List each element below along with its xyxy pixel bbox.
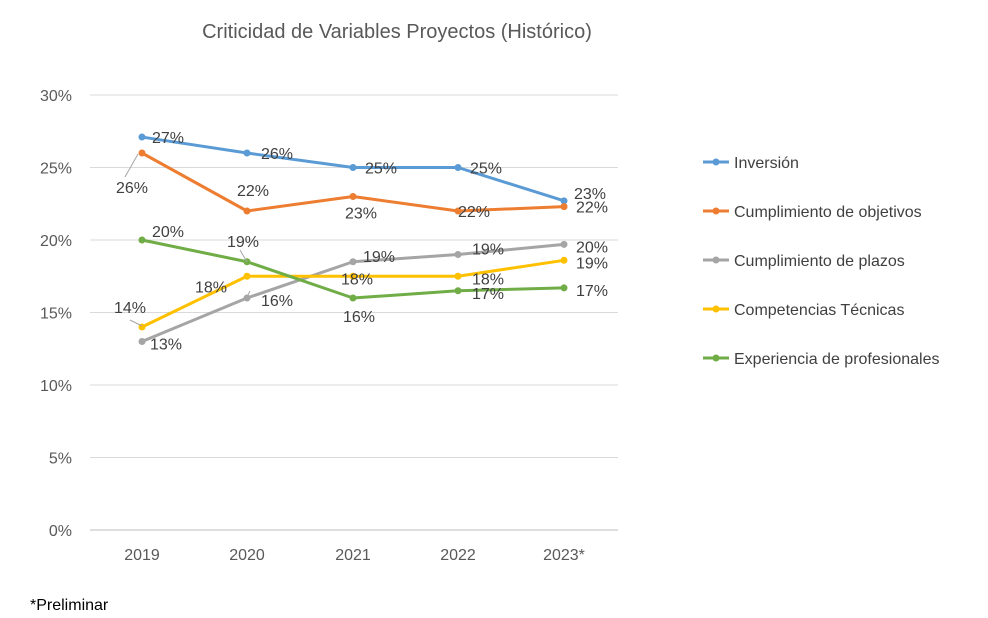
y-tick-label: 25% [40, 161, 72, 178]
data-point [349, 258, 357, 266]
data-point [138, 236, 146, 244]
leader-line [239, 249, 248, 263]
legend-label: Cumplimiento de plazos [734, 253, 905, 270]
data-point [138, 133, 146, 141]
y-tick-label: 15% [40, 306, 72, 323]
data-point [243, 272, 251, 280]
data-label: 22% [458, 204, 490, 221]
data-label: 26% [261, 146, 293, 163]
data-label: 18% [472, 271, 504, 288]
data-point [349, 164, 357, 171]
data-label: 16% [343, 309, 375, 326]
data-point [349, 294, 357, 302]
data-label: 25% [470, 161, 502, 178]
data-label: 20% [152, 224, 184, 241]
data-label: 19% [472, 242, 504, 259]
data-point [243, 149, 251, 157]
data-point [138, 338, 146, 345]
data-point [454, 207, 462, 215]
legend-label: Inversión [734, 155, 799, 172]
data-label: 17% [472, 286, 504, 303]
data-label: 18% [341, 271, 373, 288]
data-point [349, 272, 357, 280]
y-tick-label: 5% [49, 451, 72, 468]
data-label: 19% [576, 255, 608, 272]
footnote: *Preliminar [30, 597, 109, 614]
data-point [560, 284, 568, 292]
data-label: 26% [116, 180, 148, 197]
x-tick-label: 2019 [124, 547, 160, 564]
data-point [243, 207, 251, 215]
legend-swatch-marker [712, 305, 720, 313]
y-tick-label: 0% [49, 523, 72, 540]
legend-swatch-marker [712, 256, 720, 264]
legend-label: Competencias Técnicas [734, 302, 904, 319]
y-tick-label: 20% [40, 233, 72, 250]
data-label: 20% [576, 239, 608, 256]
data-label: 13% [150, 337, 182, 354]
y-tick-label: 30% [40, 88, 72, 105]
legend-swatch-marker [712, 158, 720, 166]
legend-swatch-marker [712, 207, 720, 215]
data-label: 27% [152, 130, 184, 147]
legend-label: Experiencia de profesionales [734, 351, 939, 368]
data-point [454, 251, 462, 258]
x-tick-label: 2021 [335, 547, 371, 564]
data-point [454, 287, 462, 295]
data-point [560, 203, 568, 211]
x-tick-label: 2022 [440, 547, 476, 564]
legend-label: Cumplimiento de objetivos [734, 204, 922, 221]
chart-title: Criticidad de Variables Proyectos (Histó… [202, 21, 592, 43]
data-point [560, 197, 568, 205]
leader-line [124, 153, 139, 178]
leader-line [129, 319, 143, 327]
y-axis-tick-labels: 0% 5% 10% 15% 20% 25% 30% [40, 88, 72, 540]
data-point [138, 149, 146, 157]
data-label: 19% [227, 234, 259, 251]
x-tick-label: 2023* [543, 547, 585, 564]
data-point [560, 240, 568, 248]
data-labels: 27%26%25% 25%23%26% 22%23% 22% 22%13%16%19% 1… [114, 130, 608, 353]
data-label: 14% [114, 300, 146, 317]
data-label: 16% [261, 293, 293, 310]
data-point [349, 193, 357, 200]
x-axis-tick-labels: 2019 2020 2021 2022 2023* [124, 547, 585, 564]
data-label: 22% [237, 183, 269, 200]
data-point [243, 294, 251, 302]
data-label: 17% [576, 283, 608, 300]
legend: Inversión Cumplimiento de objetivos Cumpli… [703, 155, 939, 368]
data-point [560, 256, 568, 264]
label-leader-lines [124, 153, 251, 327]
series-lines [138, 133, 568, 345]
data-label: 25% [365, 161, 397, 178]
legend-swatch-marker [712, 354, 720, 362]
data-point [454, 164, 462, 171]
data-label: 23% [345, 206, 377, 223]
leader-line [246, 290, 251, 298]
x-tick-label: 2020 [229, 547, 265, 564]
data-label: 22% [576, 200, 608, 217]
data-label: 19% [363, 249, 395, 266]
data-label: 23% [574, 186, 606, 203]
y-tick-label: 10% [40, 378, 72, 395]
data-label: 18% [195, 279, 227, 296]
data-point [454, 272, 462, 280]
